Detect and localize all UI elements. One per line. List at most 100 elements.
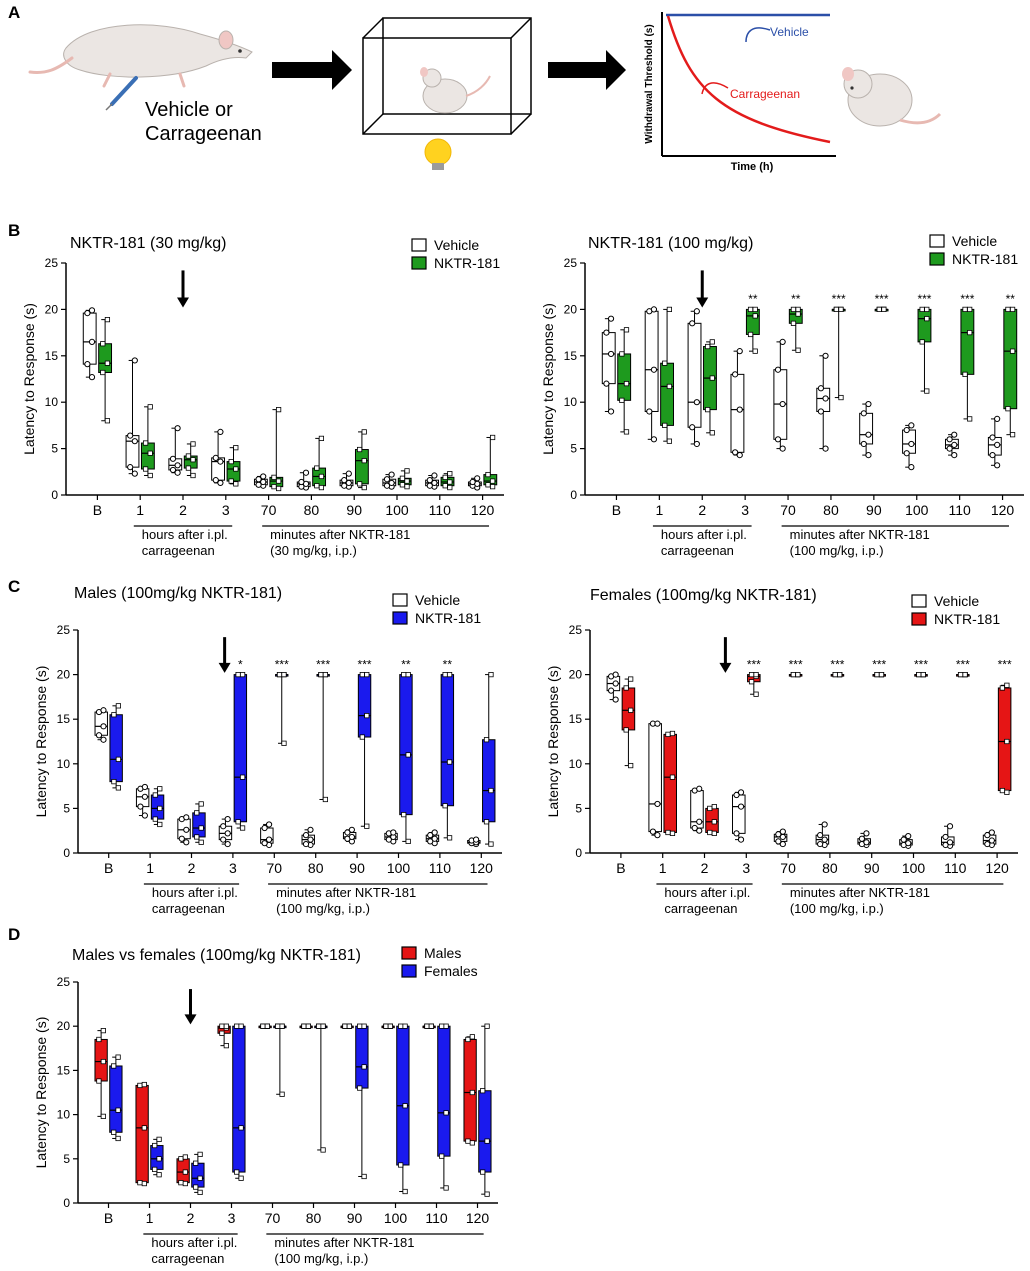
data-point: [183, 814, 190, 821]
panel-a: A Vehicle or Carrageenan: [8, 3, 942, 173]
data-point: [747, 306, 754, 313]
data-point: [238, 1125, 244, 1131]
y-tick-label: 15: [57, 712, 71, 726]
box-females: [109, 1065, 123, 1133]
data-point: [994, 415, 1001, 423]
data-point: [665, 731, 671, 737]
data-point: [607, 350, 615, 358]
data-point: [183, 826, 190, 833]
data-point: [696, 827, 703, 834]
y-tick-label: 25: [57, 975, 71, 989]
data-point: [431, 472, 438, 479]
data-point: [190, 457, 196, 463]
x-tick-label: 120: [471, 502, 495, 518]
data-point: [356, 446, 363, 453]
data-point: [447, 484, 453, 491]
box-females: [355, 1025, 369, 1089]
box-vehicle: [648, 723, 662, 833]
data-point: [152, 1142, 158, 1149]
data-point: [131, 357, 138, 364]
data-point: [198, 825, 204, 831]
data-point: [484, 1023, 490, 1029]
data-point: [748, 679, 755, 685]
data-point: [271, 484, 277, 490]
data-point: [193, 1160, 199, 1166]
data-point: [817, 832, 824, 839]
data-point: [705, 343, 711, 350]
y-axis-label: Latency to Response (s): [545, 666, 561, 818]
y-tick-label: 15: [569, 712, 583, 726]
box-vehicle: [687, 322, 702, 428]
down-arrow-icon: [184, 1014, 197, 1025]
data-point: [115, 1135, 121, 1142]
data-point: [281, 672, 287, 678]
y-tick-label: 10: [57, 1108, 71, 1122]
data-point: [405, 672, 411, 678]
significance-marker: *: [238, 657, 243, 671]
x-tick-label: 80: [304, 502, 320, 518]
down-arrow-icon: [218, 662, 231, 673]
data-point: [152, 792, 158, 798]
box-females: [478, 1090, 492, 1173]
legend-label: Females: [424, 963, 478, 979]
chart-panel-c-females: Females (100mg/kg NKTR-181) Vehicle NKTR-1…: [545, 587, 1018, 916]
data-point: [405, 752, 411, 758]
data-point: [967, 306, 973, 313]
data-point: [628, 762, 634, 769]
data-point: [865, 451, 872, 459]
group-label-line2: carrageenan: [142, 543, 215, 558]
data-point: [691, 824, 698, 832]
data-point: [989, 451, 996, 459]
test-chamber-illustration: [362, 17, 532, 170]
panel-letter-a: A: [8, 3, 20, 22]
x-tick-label: B: [104, 1210, 113, 1226]
data-point: [442, 803, 448, 809]
data-point: [903, 426, 910, 434]
data-point: [239, 825, 246, 831]
box-males: [135, 1084, 149, 1184]
data-point: [711, 830, 717, 836]
y-tick-label: 20: [57, 668, 71, 682]
data-point: [989, 434, 996, 441]
injection-label-line1: Vehicle or: [145, 99, 233, 121]
group-label-line2: (30 mg/kg, i.p.): [270, 543, 357, 558]
data-point: [999, 787, 1005, 794]
data-point: [669, 830, 676, 836]
data-point: [174, 469, 181, 476]
data-point: [141, 793, 148, 800]
data-point: [485, 482, 491, 488]
box-nktr-181: [354, 449, 369, 485]
data-point: [223, 1023, 229, 1029]
data-point: [399, 475, 405, 481]
data-point: [104, 317, 111, 323]
data-point: [881, 306, 887, 313]
data-point: [903, 450, 910, 457]
data-point: [357, 1085, 363, 1091]
data-point: [88, 307, 96, 314]
data-point: [111, 1129, 117, 1135]
x-tick-label: B: [616, 860, 625, 876]
data-point: [822, 445, 829, 452]
data-point: [137, 803, 144, 810]
data-point: [314, 465, 320, 471]
data-point: [469, 478, 476, 486]
data-point: [361, 1064, 367, 1070]
data-point: [387, 1023, 393, 1029]
group-label-line2: (100 mg/kg, i.p.): [790, 543, 884, 558]
legend-label: NKTR-181: [934, 611, 1000, 627]
data-point: [96, 1036, 102, 1043]
panel-letter-b: B: [8, 221, 20, 240]
box-females: [232, 1025, 246, 1173]
group-label-line1: minutes after NKTR-181: [790, 885, 930, 900]
data-point: [224, 840, 231, 848]
data-point: [198, 801, 204, 807]
data-point: [484, 1191, 490, 1197]
data-point: [817, 385, 825, 392]
chart-title: NKTR-181 (100 mg/kg): [588, 235, 753, 252]
data-point: [1004, 789, 1010, 795]
data-point: [137, 1180, 143, 1186]
legend-swatch: [911, 594, 927, 608]
data-point: [962, 672, 968, 678]
data-point: [443, 1110, 449, 1116]
x-tick-label: 3: [741, 502, 749, 518]
